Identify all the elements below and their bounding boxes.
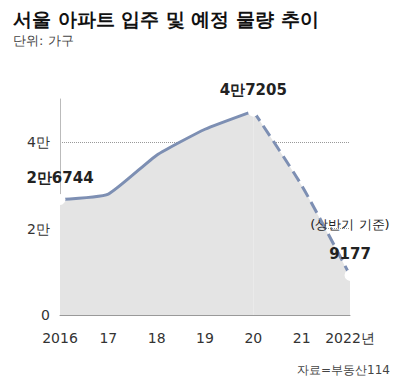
svg-text:단위: 가구: 단위: 가구 <box>13 33 74 48</box>
svg-text:9177: 9177 <box>329 245 371 263</box>
svg-text:4만7205: 4만7205 <box>220 81 287 99</box>
svg-text:2만6744: 2만6744 <box>26 169 93 187</box>
svg-text:(상반기 기준): (상반기 기준) <box>310 217 389 232</box>
svg-text:18: 18 <box>148 330 166 346</box>
svg-text:4만: 4만 <box>27 134 50 150</box>
svg-text:21: 21 <box>293 330 311 346</box>
svg-text:20: 20 <box>244 330 262 346</box>
svg-text:17: 17 <box>99 330 117 346</box>
svg-text:2만: 2만 <box>27 221 50 237</box>
svg-text:자료=부동산114: 자료=부동산114 <box>297 363 390 377</box>
svg-text:2016: 2016 <box>42 330 78 346</box>
svg-text:서울 아파트 입주 및 예정 물량 추이: 서울 아파트 입주 및 예정 물량 추이 <box>13 8 319 30</box>
svg-text:0: 0 <box>41 307 50 323</box>
svg-text:19: 19 <box>196 330 214 346</box>
svg-text:2022년: 2022년 <box>325 330 375 346</box>
